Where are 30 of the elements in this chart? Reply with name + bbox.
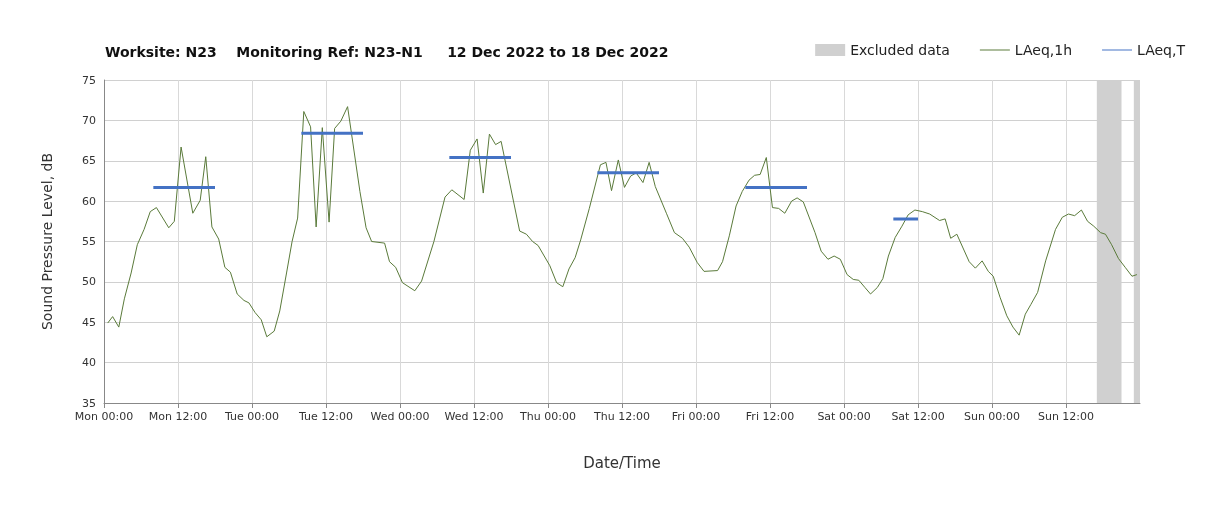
y-tick-label: 65 <box>82 154 96 168</box>
chart-title: Worksite: N23 Monitoring Ref: N23-N1 12 Dec 2022 to 18 Dec 2022 <box>105 44 669 60</box>
y-tick-label: 35 <box>82 396 96 410</box>
x-tick-label: Tue 00:00 <box>224 410 279 423</box>
x-tick-label: Sun 00:00 <box>963 410 1021 423</box>
y-tick-label: 70 <box>82 113 96 127</box>
legend-label: LAeq,1h <box>1014 42 1073 58</box>
x-tick-label: Mon 12:00 <box>148 410 208 423</box>
x-tick-label: Thu 12:00 <box>593 410 650 423</box>
y-tick-label: 40 <box>82 356 96 370</box>
x-axis-title: Date/Time <box>583 453 661 472</box>
y-tick-label: 55 <box>82 235 96 248</box>
y-tick-label: 75 <box>82 73 96 87</box>
x-tick-label: Fri 12:00 <box>745 410 795 423</box>
y-tick-label: 45 <box>82 315 96 329</box>
legend-label: Excluded data <box>850 42 950 58</box>
y-tick-label: 50 <box>82 275 96 289</box>
x-tick-label: Thu 00:00 <box>519 410 576 423</box>
y-axis-title: Sound Pressure Level, dB <box>39 152 55 331</box>
x-tick-label: Wed 12:00 <box>444 410 504 423</box>
x-tick-label: Tue 12:00 <box>298 410 353 423</box>
line-series <box>107 106 1138 338</box>
x-tick-label: Sat 00:00 <box>817 410 871 423</box>
x-tick-label: Mon 00:00 <box>74 410 134 423</box>
legend-label: LAeq,T <box>1137 42 1186 58</box>
x-tick-label: Sat 12:00 <box>891 410 945 423</box>
y-tick-label: 60 <box>82 194 96 208</box>
x-tick-label: Fri 00:00 <box>671 410 721 423</box>
x-tick-label: Wed 00:00 <box>370 410 430 423</box>
x-tick-label: Sun 12:00 <box>1037 410 1095 423</box>
